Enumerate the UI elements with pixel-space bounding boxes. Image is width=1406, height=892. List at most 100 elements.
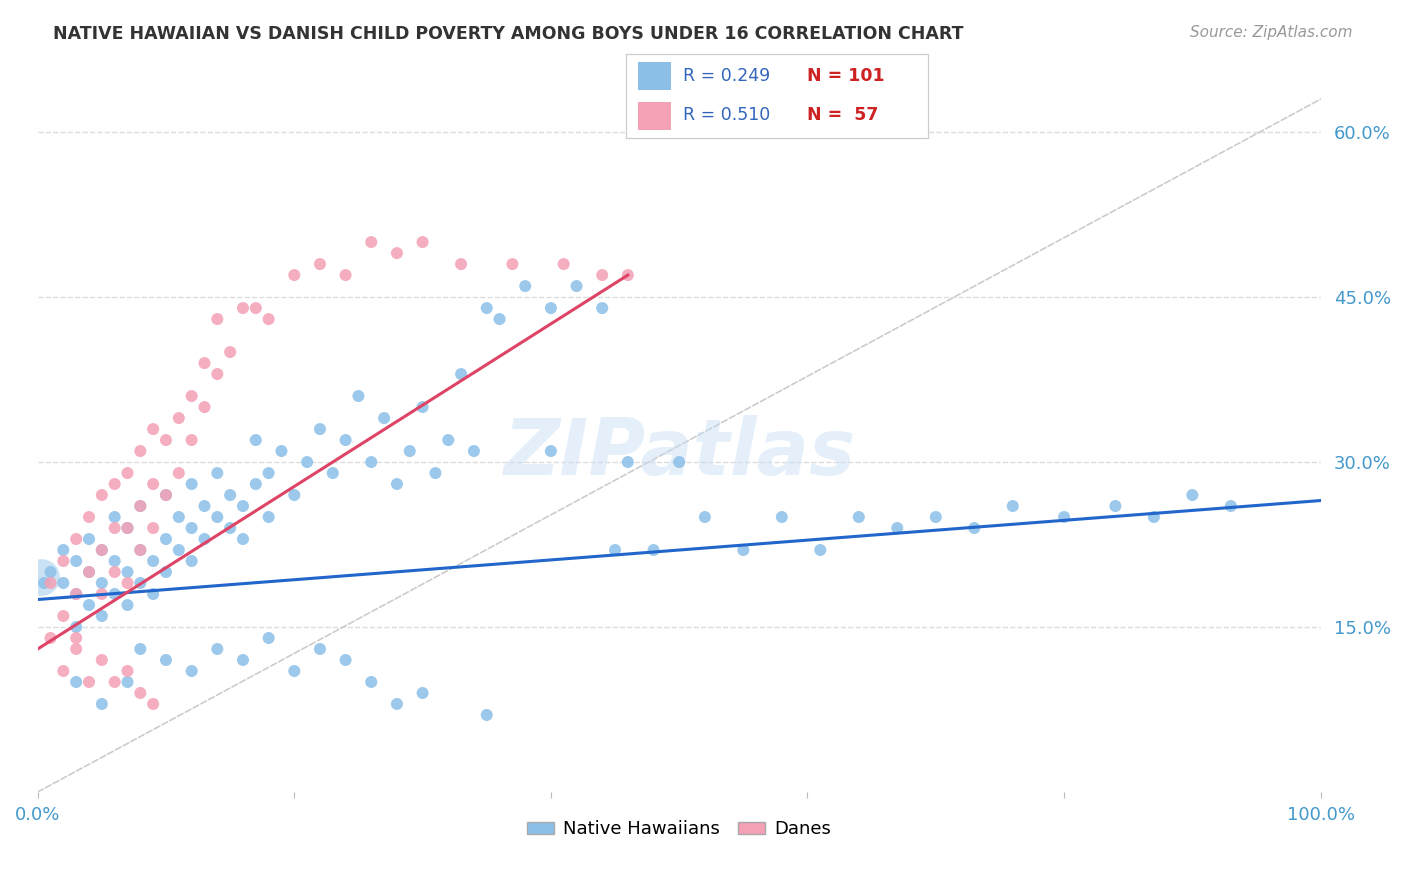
Point: [385, 697, 408, 711]
Point: [309, 642, 332, 657]
Point: [207, 312, 229, 326]
Point: [232, 499, 254, 513]
Point: [155, 488, 177, 502]
Point: [1143, 510, 1166, 524]
Text: N =  57: N = 57: [807, 106, 879, 124]
Point: [335, 653, 357, 667]
Point: [117, 664, 139, 678]
Point: [104, 510, 127, 524]
Point: [65, 587, 87, 601]
Point: [104, 587, 127, 601]
Point: [219, 488, 242, 502]
Point: [129, 499, 152, 513]
Point: [90, 697, 112, 711]
Legend: Native Hawaiians, Danes: Native Hawaiians, Danes: [520, 814, 838, 846]
Point: [155, 653, 177, 667]
Text: Source: ZipAtlas.com: Source: ZipAtlas.com: [1189, 25, 1353, 40]
Point: [129, 543, 152, 558]
Point: [412, 686, 434, 700]
Point: [360, 675, 382, 690]
Point: [52, 576, 75, 591]
Point: [1104, 499, 1126, 513]
Point: [283, 664, 305, 678]
Text: N = 101: N = 101: [807, 67, 884, 85]
Point: [385, 477, 408, 491]
Point: [90, 587, 112, 601]
Point: [1001, 499, 1024, 513]
Text: R = 0.249: R = 0.249: [683, 67, 770, 85]
Point: [257, 312, 280, 326]
Point: [770, 510, 793, 524]
Point: [309, 422, 332, 436]
Point: [117, 565, 139, 579]
Point: [207, 367, 229, 381]
Point: [117, 598, 139, 612]
Point: [193, 356, 215, 370]
Point: [309, 257, 332, 271]
Point: [591, 301, 613, 315]
Point: [565, 279, 588, 293]
Point: [77, 565, 100, 579]
Point: [232, 532, 254, 546]
Point: [360, 455, 382, 469]
Point: [155, 565, 177, 579]
Point: [90, 488, 112, 502]
Point: [180, 433, 202, 447]
Point: [335, 268, 357, 282]
Point: [475, 708, 498, 723]
Point: [129, 576, 152, 591]
Point: [643, 543, 665, 558]
Point: [693, 510, 716, 524]
Point: [117, 521, 139, 535]
Point: [886, 521, 908, 535]
Point: [52, 609, 75, 624]
Point: [463, 444, 485, 458]
Point: [39, 565, 62, 579]
Point: [104, 554, 127, 568]
Point: [515, 279, 537, 293]
Point: [65, 675, 87, 690]
Text: NATIVE HAWAIIAN VS DANISH CHILD POVERTY AMONG BOYS UNDER 16 CORRELATION CHART: NATIVE HAWAIIAN VS DANISH CHILD POVERTY …: [53, 25, 965, 43]
Point: [104, 521, 127, 535]
Point: [295, 455, 318, 469]
Point: [65, 642, 87, 657]
Point: [501, 257, 523, 271]
Point: [963, 521, 986, 535]
Point: [425, 466, 447, 480]
Point: [129, 642, 152, 657]
Point: [232, 653, 254, 667]
Point: [117, 466, 139, 480]
Point: [77, 532, 100, 546]
Point: [129, 686, 152, 700]
Point: [129, 444, 152, 458]
Point: [398, 444, 420, 458]
Point: [129, 499, 152, 513]
Point: [52, 543, 75, 558]
Point: [540, 301, 562, 315]
Point: [335, 433, 357, 447]
Point: [104, 675, 127, 690]
Point: [925, 510, 948, 524]
Point: [39, 576, 62, 591]
Point: [180, 521, 202, 535]
Point: [155, 488, 177, 502]
Point: [193, 499, 215, 513]
Point: [155, 433, 177, 447]
Point: [450, 257, 472, 271]
Point: [1219, 499, 1241, 513]
Point: [668, 455, 690, 469]
Point: [219, 521, 242, 535]
Point: [603, 543, 626, 558]
Point: [257, 631, 280, 645]
Point: [52, 554, 75, 568]
Point: [808, 543, 831, 558]
Point: [617, 268, 640, 282]
Point: [207, 642, 229, 657]
Point: [90, 576, 112, 591]
Point: [591, 268, 613, 282]
Point: [142, 521, 165, 535]
Point: [450, 367, 472, 381]
Point: [848, 510, 870, 524]
Point: [90, 543, 112, 558]
Point: [129, 543, 152, 558]
